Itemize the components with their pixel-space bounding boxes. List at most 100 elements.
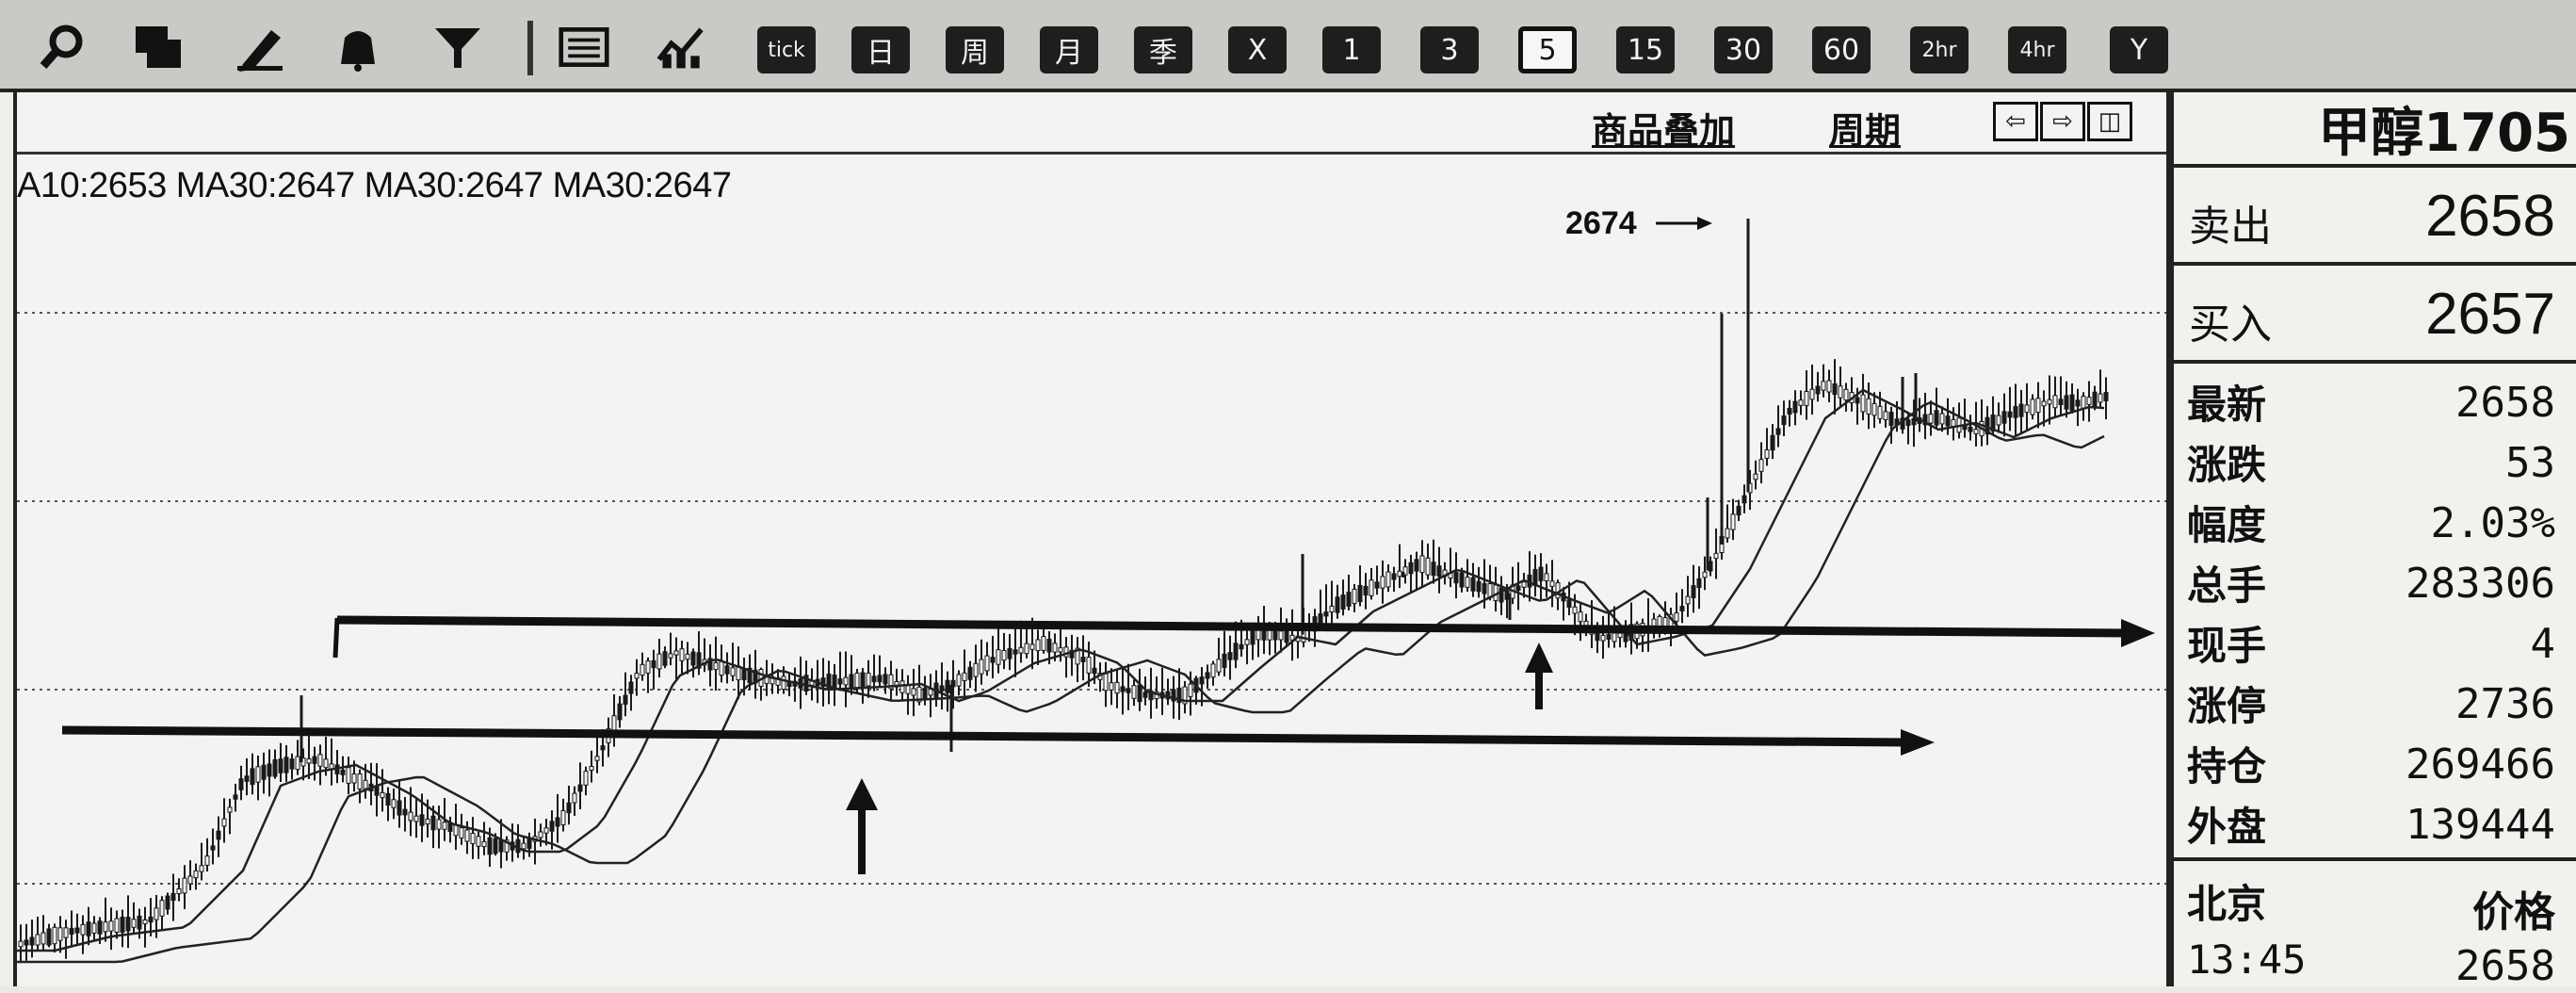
candle-body xyxy=(1470,577,1476,592)
candle-body xyxy=(1871,402,1877,416)
quote-row-value: 2.03% xyxy=(2430,499,2555,547)
period-button-1[interactable]: 日 xyxy=(851,26,910,73)
bell-icon[interactable] xyxy=(332,21,384,73)
candle-body xyxy=(114,918,120,933)
candle-body xyxy=(2103,392,2109,401)
search-icon[interactable] xyxy=(36,21,89,73)
candle-body xyxy=(945,679,950,693)
candle-body xyxy=(1781,415,1787,426)
filter-icon[interactable] xyxy=(431,21,484,73)
candle-body xyxy=(860,672,866,688)
candle-body xyxy=(52,926,57,945)
period-button-13[interactable]: 4hr xyxy=(2008,26,2066,73)
quote-row-label: 总手 xyxy=(2187,562,2267,609)
period-button-9[interactable]: 15 xyxy=(1616,26,1675,73)
candle-body xyxy=(1024,643,1029,655)
candle-body xyxy=(871,676,877,683)
period-button-12[interactable]: 2hr xyxy=(1910,26,1968,73)
candle-body xyxy=(764,674,770,684)
candle-body xyxy=(1408,562,1414,575)
candle-body xyxy=(2058,399,2064,406)
period-button-11[interactable]: 60 xyxy=(1812,26,1871,73)
candle-body xyxy=(221,818,227,827)
candle-body xyxy=(1572,606,1578,614)
candle-body xyxy=(1137,684,1142,703)
pencil-icon[interactable] xyxy=(234,21,286,73)
candle-body xyxy=(1029,643,1035,650)
candle-body xyxy=(120,916,125,934)
period-button-5[interactable]: X xyxy=(1228,26,1287,73)
period-button-2[interactable]: 周 xyxy=(946,26,1004,73)
candle-body xyxy=(74,927,80,934)
period-button-8[interactable]: 5 xyxy=(1518,26,1577,73)
quote-row: 涨跌 53 xyxy=(2174,430,2576,490)
period-button-3[interactable]: 月 xyxy=(1040,26,1098,73)
candle-body xyxy=(1499,587,1504,603)
candle-body xyxy=(2013,406,2018,418)
candle-body xyxy=(1544,573,1549,581)
candle-body xyxy=(1335,596,1340,613)
candle-body xyxy=(679,648,685,661)
quote-row-value: 2658 xyxy=(2455,379,2555,427)
layout-toggle-button[interactable]: ◫ xyxy=(2087,102,2132,141)
candle-body xyxy=(1595,632,1600,642)
candle-body xyxy=(803,675,809,692)
overlay-link[interactable]: 商品叠加 xyxy=(1592,110,1736,152)
candle-body xyxy=(267,763,272,777)
candle-body xyxy=(1063,646,1069,658)
candle-body xyxy=(170,892,176,902)
support-line-lower xyxy=(61,725,1911,747)
candle-body xyxy=(1696,578,1702,589)
quote-row-label: 持仓 xyxy=(2187,743,2267,790)
candle-body xyxy=(459,827,464,838)
candle-body xyxy=(1205,672,1210,679)
candle-body xyxy=(911,688,916,696)
candle-body xyxy=(1052,643,1058,653)
period-button-6[interactable]: 1 xyxy=(1322,26,1381,73)
candle-body xyxy=(1951,418,1956,428)
candle-body xyxy=(1730,513,1736,530)
candle-body xyxy=(1815,385,1821,395)
candle-body xyxy=(696,652,702,669)
candle-body xyxy=(1250,629,1256,645)
candle-body xyxy=(1126,688,1131,693)
candle-body xyxy=(645,660,651,674)
period-button-4[interactable]: 季 xyxy=(1134,26,1192,73)
candle-body xyxy=(142,919,148,925)
high-price-annotation: 2674 xyxy=(1565,205,1637,241)
candle-body xyxy=(69,927,74,936)
indicator-chart-icon[interactable] xyxy=(656,21,708,73)
layers-icon[interactable] xyxy=(132,21,185,73)
candle-body xyxy=(905,684,911,694)
price-chart[interactable]: 2674 xyxy=(17,92,2166,986)
candle-body xyxy=(425,818,430,825)
period-link[interactable]: 周期 xyxy=(1829,110,1902,152)
candle-body xyxy=(1764,449,1770,459)
period-button-0[interactable]: tick xyxy=(757,26,816,73)
candle-body xyxy=(962,672,967,681)
candle-body xyxy=(1018,646,1024,654)
candle-body xyxy=(402,808,408,816)
list-icon[interactable] xyxy=(558,21,610,73)
candle-body xyxy=(990,657,996,663)
scroll-right-button[interactable]: ⇨ xyxy=(2040,102,2085,141)
candle-body xyxy=(125,917,131,932)
candle-body xyxy=(1578,611,1583,623)
candle-body xyxy=(476,836,481,847)
scroll-left-button[interactable]: ⇦ xyxy=(1993,102,2038,141)
candle-body xyxy=(306,758,312,764)
quote-row-value: 269466 xyxy=(2406,741,2555,789)
tick-price: 2658 xyxy=(2455,942,2555,990)
candle-body xyxy=(346,767,351,784)
candle-body xyxy=(1939,413,1945,425)
candle-body xyxy=(1521,581,1527,588)
candle-body xyxy=(1188,683,1193,697)
period-button-7[interactable]: 3 xyxy=(1420,26,1479,73)
period-button-14[interactable]: Y xyxy=(2110,26,2168,73)
candle-body xyxy=(521,842,527,850)
candle-body xyxy=(1725,528,1730,539)
candle-body xyxy=(385,792,391,806)
period-button-10[interactable]: 30 xyxy=(1714,26,1773,73)
candle-body xyxy=(594,756,600,761)
candle-body xyxy=(182,877,187,894)
